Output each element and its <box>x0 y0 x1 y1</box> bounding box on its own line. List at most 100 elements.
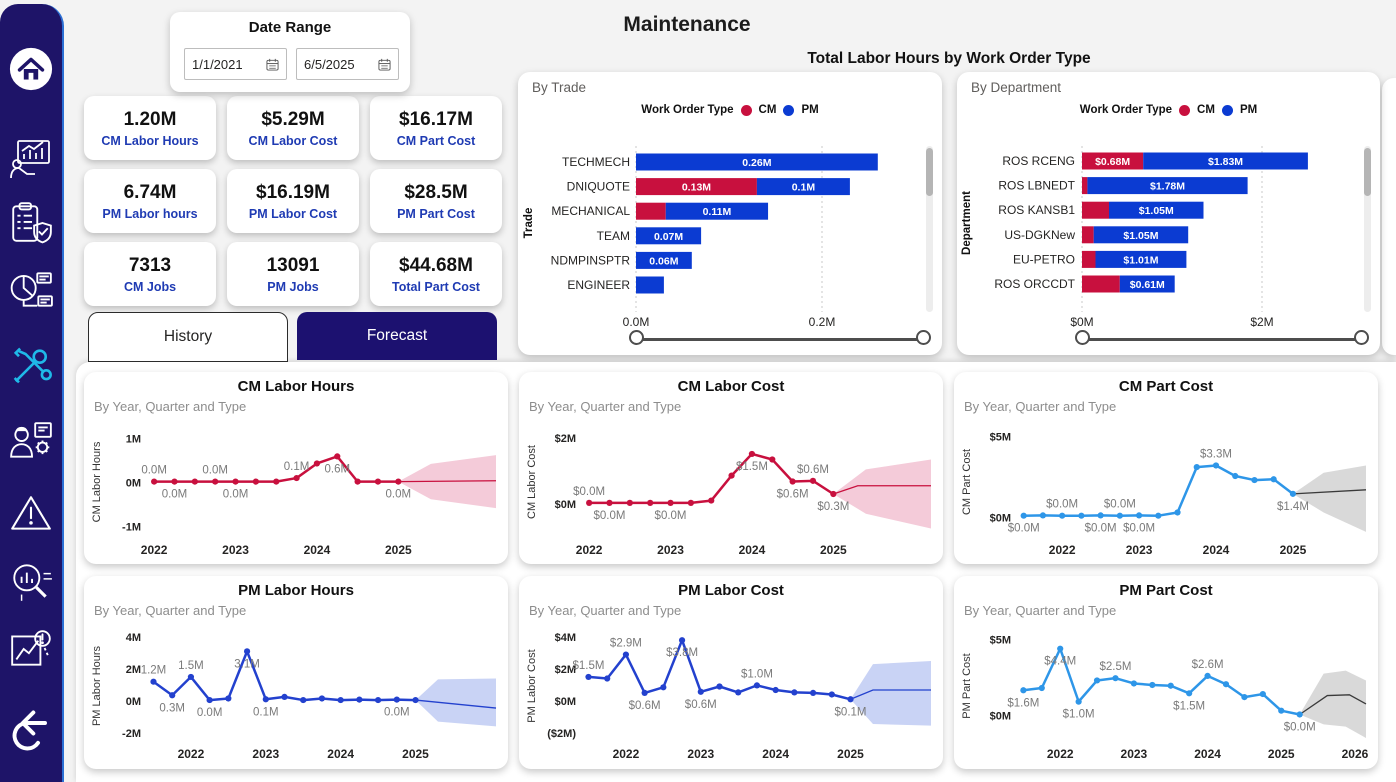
range-slider[interactable] <box>1086 338 1362 341</box>
cm-legend-label[interactable]: CM <box>758 104 777 116</box>
data-point[interactable] <box>1167 682 1174 689</box>
data-point[interactable] <box>772 686 779 694</box>
data-point[interactable] <box>243 648 251 655</box>
data-point[interactable] <box>1130 680 1137 687</box>
bar-segment-pm[interactable] <box>636 251 692 269</box>
data-point[interactable] <box>647 499 654 506</box>
kpi-total-part-cost[interactable]: $44.68M Total Part Cost <box>370 242 502 306</box>
bar-segment-cm[interactable] <box>1082 250 1096 268</box>
bar-segment-cm[interactable] <box>636 178 757 196</box>
data-point[interactable] <box>748 450 756 458</box>
data-point[interactable] <box>1296 711 1303 718</box>
kpi-pm-part-cost[interactable]: $28.5M PM Part Cost <box>370 169 502 233</box>
data-point[interactable] <box>1020 687 1027 694</box>
data-point[interactable] <box>1232 472 1239 480</box>
data-point[interactable] <box>697 688 704 695</box>
data-point[interactable] <box>1289 490 1297 497</box>
warning-triangle-icon[interactable] <box>0 491 62 537</box>
data-point[interactable] <box>1093 677 1101 684</box>
bar-segment-cm[interactable] <box>1082 152 1144 170</box>
data-point[interactable] <box>281 693 288 700</box>
data-point[interactable] <box>151 478 158 485</box>
data-point[interactable] <box>641 689 648 696</box>
data-point[interactable] <box>1204 672 1211 680</box>
data-point[interactable] <box>318 695 326 702</box>
bar-segment-cm[interactable] <box>1082 201 1109 219</box>
data-point[interactable] <box>187 673 195 681</box>
data-point[interactable] <box>273 478 280 485</box>
data-point[interactable] <box>830 490 837 498</box>
bar-segment-pm[interactable] <box>636 276 664 294</box>
data-point[interactable] <box>1020 512 1027 519</box>
data-point[interactable] <box>1251 476 1258 484</box>
kpi-pm-labor-cost[interactable]: $16.19M PM Labor Cost <box>227 169 359 233</box>
data-point[interactable] <box>687 499 694 506</box>
bar-segment-pm[interactable] <box>1109 201 1204 219</box>
data-point[interactable] <box>1222 681 1230 688</box>
data-point[interactable] <box>206 696 213 704</box>
data-point[interactable] <box>1155 512 1162 519</box>
cm-legend-label[interactable]: CM <box>1197 104 1215 116</box>
vertical-scrollbar[interactable] <box>1364 146 1371 312</box>
bar-segment-pm[interactable] <box>1095 250 1187 268</box>
by-department-chart[interactable]: $0M $2M ROS RCENG $0.68M $1.83M ROS LBNEDT $1.… <box>957 72 1380 355</box>
bar-segment-pm[interactable] <box>1143 152 1308 170</box>
data-point[interactable] <box>1038 684 1045 692</box>
data-point[interactable] <box>622 651 630 658</box>
data-point[interactable] <box>1075 698 1082 705</box>
kpi-pm-jobs[interactable]: 13091 PM Jobs <box>227 242 359 306</box>
collapsed-filter-panel[interactable] <box>1382 78 1396 355</box>
pm-legend-label[interactable]: PM <box>801 104 819 116</box>
start-date-input[interactable]: 1/1/2021 <box>184 48 287 80</box>
data-point[interactable] <box>1259 690 1266 698</box>
bar-segment-pm[interactable] <box>1119 275 1175 293</box>
data-point[interactable] <box>1112 675 1119 682</box>
cm-legend-dot[interactable] <box>1179 104 1191 116</box>
by-trade-chart[interactable]: 0.0M 0.2M TECHMECH 0.26M DNIQUOTE 0.13M 0.1M ME… <box>518 72 942 355</box>
scrollbar-thumb[interactable] <box>1364 148 1371 196</box>
checklist-shield-icon[interactable] <box>0 200 62 246</box>
pm-part-cost-chart[interactable]: $5M $0M 2022 2023 2024 2025 2026 $1.6M $4.4M $1.0… <box>982 620 1372 762</box>
bar-segment-pm[interactable] <box>665 202 769 220</box>
data-point[interactable] <box>1174 509 1181 516</box>
calendar-icon[interactable] <box>266 58 279 71</box>
data-point[interactable] <box>1059 512 1066 519</box>
data-point[interactable] <box>1193 464 1200 471</box>
pie-chart-connections-icon[interactable] <box>0 266 62 312</box>
bar-segment-cm[interactable] <box>1082 226 1094 244</box>
data-point[interactable] <box>809 689 817 696</box>
data-point[interactable] <box>262 696 269 703</box>
data-point[interactable] <box>412 696 419 704</box>
pm-legend-dot[interactable] <box>783 104 795 116</box>
data-point[interactable] <box>708 497 715 504</box>
data-point[interactable] <box>191 478 198 485</box>
end-date-input[interactable]: 6/5/2025 <box>296 48 399 80</box>
pm-legend-label[interactable]: PM <box>1239 104 1258 116</box>
kpi-cm-labor-hours[interactable]: 1.20M CM Labor Hours <box>84 96 216 160</box>
data-point[interactable] <box>1057 645 1064 652</box>
kpi-pm-labor-hours[interactable]: 6.74M PM Labor hours <box>84 169 216 233</box>
tab-history[interactable]: History <box>88 312 288 362</box>
data-point[interactable] <box>585 673 592 681</box>
data-point[interactable] <box>354 478 361 485</box>
bar-segment-cm[interactable] <box>1082 275 1120 293</box>
data-point[interactable] <box>667 499 674 506</box>
data-point[interactable] <box>1278 707 1285 714</box>
data-point[interactable] <box>735 689 742 696</box>
tools-icon[interactable] <box>0 342 62 390</box>
data-point[interactable] <box>728 472 735 479</box>
data-point[interactable] <box>1097 512 1104 519</box>
data-point[interactable] <box>252 478 259 485</box>
data-point[interactable] <box>334 453 341 460</box>
data-point[interactable] <box>1270 476 1277 483</box>
worker-settings-icon[interactable] <box>0 418 62 464</box>
analytics-monitor-icon[interactable] <box>0 137 62 181</box>
data-point[interactable] <box>300 696 307 704</box>
data-point[interactable] <box>789 478 796 485</box>
data-point[interactable] <box>716 683 723 690</box>
data-point[interactable] <box>1135 512 1143 519</box>
trend-alert-icon[interactable] <box>0 626 62 672</box>
slider-handle-right[interactable] <box>1354 330 1369 345</box>
bar-segment-pm[interactable] <box>636 227 702 245</box>
kpi-cm-labor-cost[interactable]: $5.29M CM Labor Cost <box>227 96 359 160</box>
